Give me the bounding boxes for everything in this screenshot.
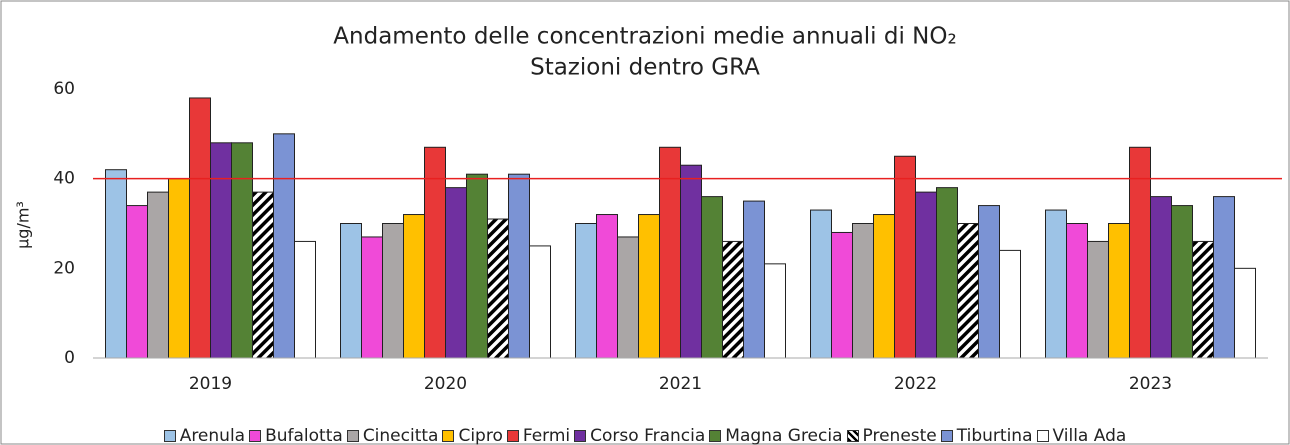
bar [273, 133, 295, 359]
legend-item: Cinecitta [346, 426, 439, 445]
legend-label: Preneste [862, 426, 937, 445]
legend-item: Cipro [442, 426, 503, 445]
legend-item: Villa Ada [1036, 426, 1127, 445]
bar [638, 214, 660, 359]
legend-item: Magna Grecia [709, 426, 843, 445]
y-tick-label: 0 [64, 348, 75, 368]
legend-swatch [442, 430, 455, 442]
legend-item: Fermi [506, 426, 571, 445]
bar [575, 223, 597, 359]
bar [915, 191, 937, 359]
bar [1171, 205, 1193, 359]
bar [189, 97, 211, 359]
bar [873, 214, 895, 359]
legend-swatch [846, 430, 859, 442]
bar [382, 223, 404, 359]
bar [978, 205, 1000, 359]
y-tick-label: 60 [53, 79, 75, 99]
bar [999, 249, 1021, 359]
chart-title: Andamento delle concentrazioni medie ann… [333, 24, 956, 50]
bar [231, 142, 253, 359]
legend: Arenula Bufalotta Cinecitta Cipro Fermi Corso… [0, 426, 1290, 445]
bar [168, 178, 190, 359]
bar [722, 240, 744, 359]
legend-label: Bufalotta [265, 426, 343, 445]
bar [1087, 240, 1109, 359]
bar [147, 191, 169, 359]
legend-item: Preneste [846, 426, 937, 445]
legend-swatch [940, 430, 953, 442]
legend-item: Tiburtina [940, 426, 1033, 445]
bar [294, 240, 316, 359]
bar [126, 205, 148, 359]
x-tick-label: 2019 [189, 374, 232, 394]
bar [210, 142, 232, 359]
legend-swatch [249, 430, 262, 442]
bar [466, 173, 488, 359]
legend-item: Bufalotta [249, 426, 343, 445]
bar [894, 155, 916, 359]
legend-swatch [163, 430, 176, 442]
chart-subtitle: Stazioni dentro GRA [530, 55, 760, 81]
legend-label: Cipro [458, 426, 503, 445]
legend-swatch [574, 430, 587, 442]
bar [252, 191, 274, 359]
legend-item: Arenula [163, 426, 246, 445]
x-tick-label: 2020 [424, 374, 467, 394]
bar [957, 223, 979, 359]
bar [445, 187, 467, 359]
bar [1045, 209, 1067, 359]
bar [529, 245, 551, 359]
legend-label: Arenula [179, 426, 246, 445]
bar [361, 236, 383, 359]
bar [617, 236, 639, 359]
bar [701, 196, 723, 359]
bar [810, 209, 832, 359]
bar [831, 231, 853, 359]
legend-label: Tiburtina [956, 426, 1033, 445]
bar [596, 214, 618, 359]
bar [1066, 223, 1088, 359]
bar [680, 164, 702, 359]
bar [403, 214, 425, 359]
bar [936, 187, 958, 359]
legend-label: Magna Grecia [725, 426, 843, 445]
legend-label: Villa Ada [1052, 426, 1127, 445]
x-tick-label: 2022 [894, 374, 937, 394]
bar [764, 263, 786, 359]
bar [508, 173, 530, 359]
legend-swatch [1036, 430, 1049, 442]
bar [340, 223, 362, 359]
legend-swatch [346, 430, 359, 442]
y-tick-label: 20 [53, 258, 75, 278]
bar [1213, 196, 1235, 359]
legend-label: Corso Francia [590, 426, 706, 445]
x-tick-label: 2023 [1129, 374, 1172, 394]
legend-label: Fermi [522, 426, 571, 445]
bar [105, 169, 127, 359]
y-axis-label: µg/m³ [14, 201, 33, 249]
bar [1192, 240, 1214, 359]
bar [1108, 223, 1130, 359]
y-tick-label: 40 [53, 169, 75, 189]
x-tick-label: 2021 [659, 374, 702, 394]
legend-swatch [709, 430, 722, 442]
legend-swatch [506, 430, 519, 442]
legend-label: Cinecitta [362, 426, 439, 445]
bar [1150, 196, 1172, 359]
legend-item: Corso Francia [574, 426, 705, 445]
bar [743, 200, 765, 359]
bar [487, 218, 509, 359]
bar [1234, 267, 1256, 359]
bar [852, 223, 874, 359]
